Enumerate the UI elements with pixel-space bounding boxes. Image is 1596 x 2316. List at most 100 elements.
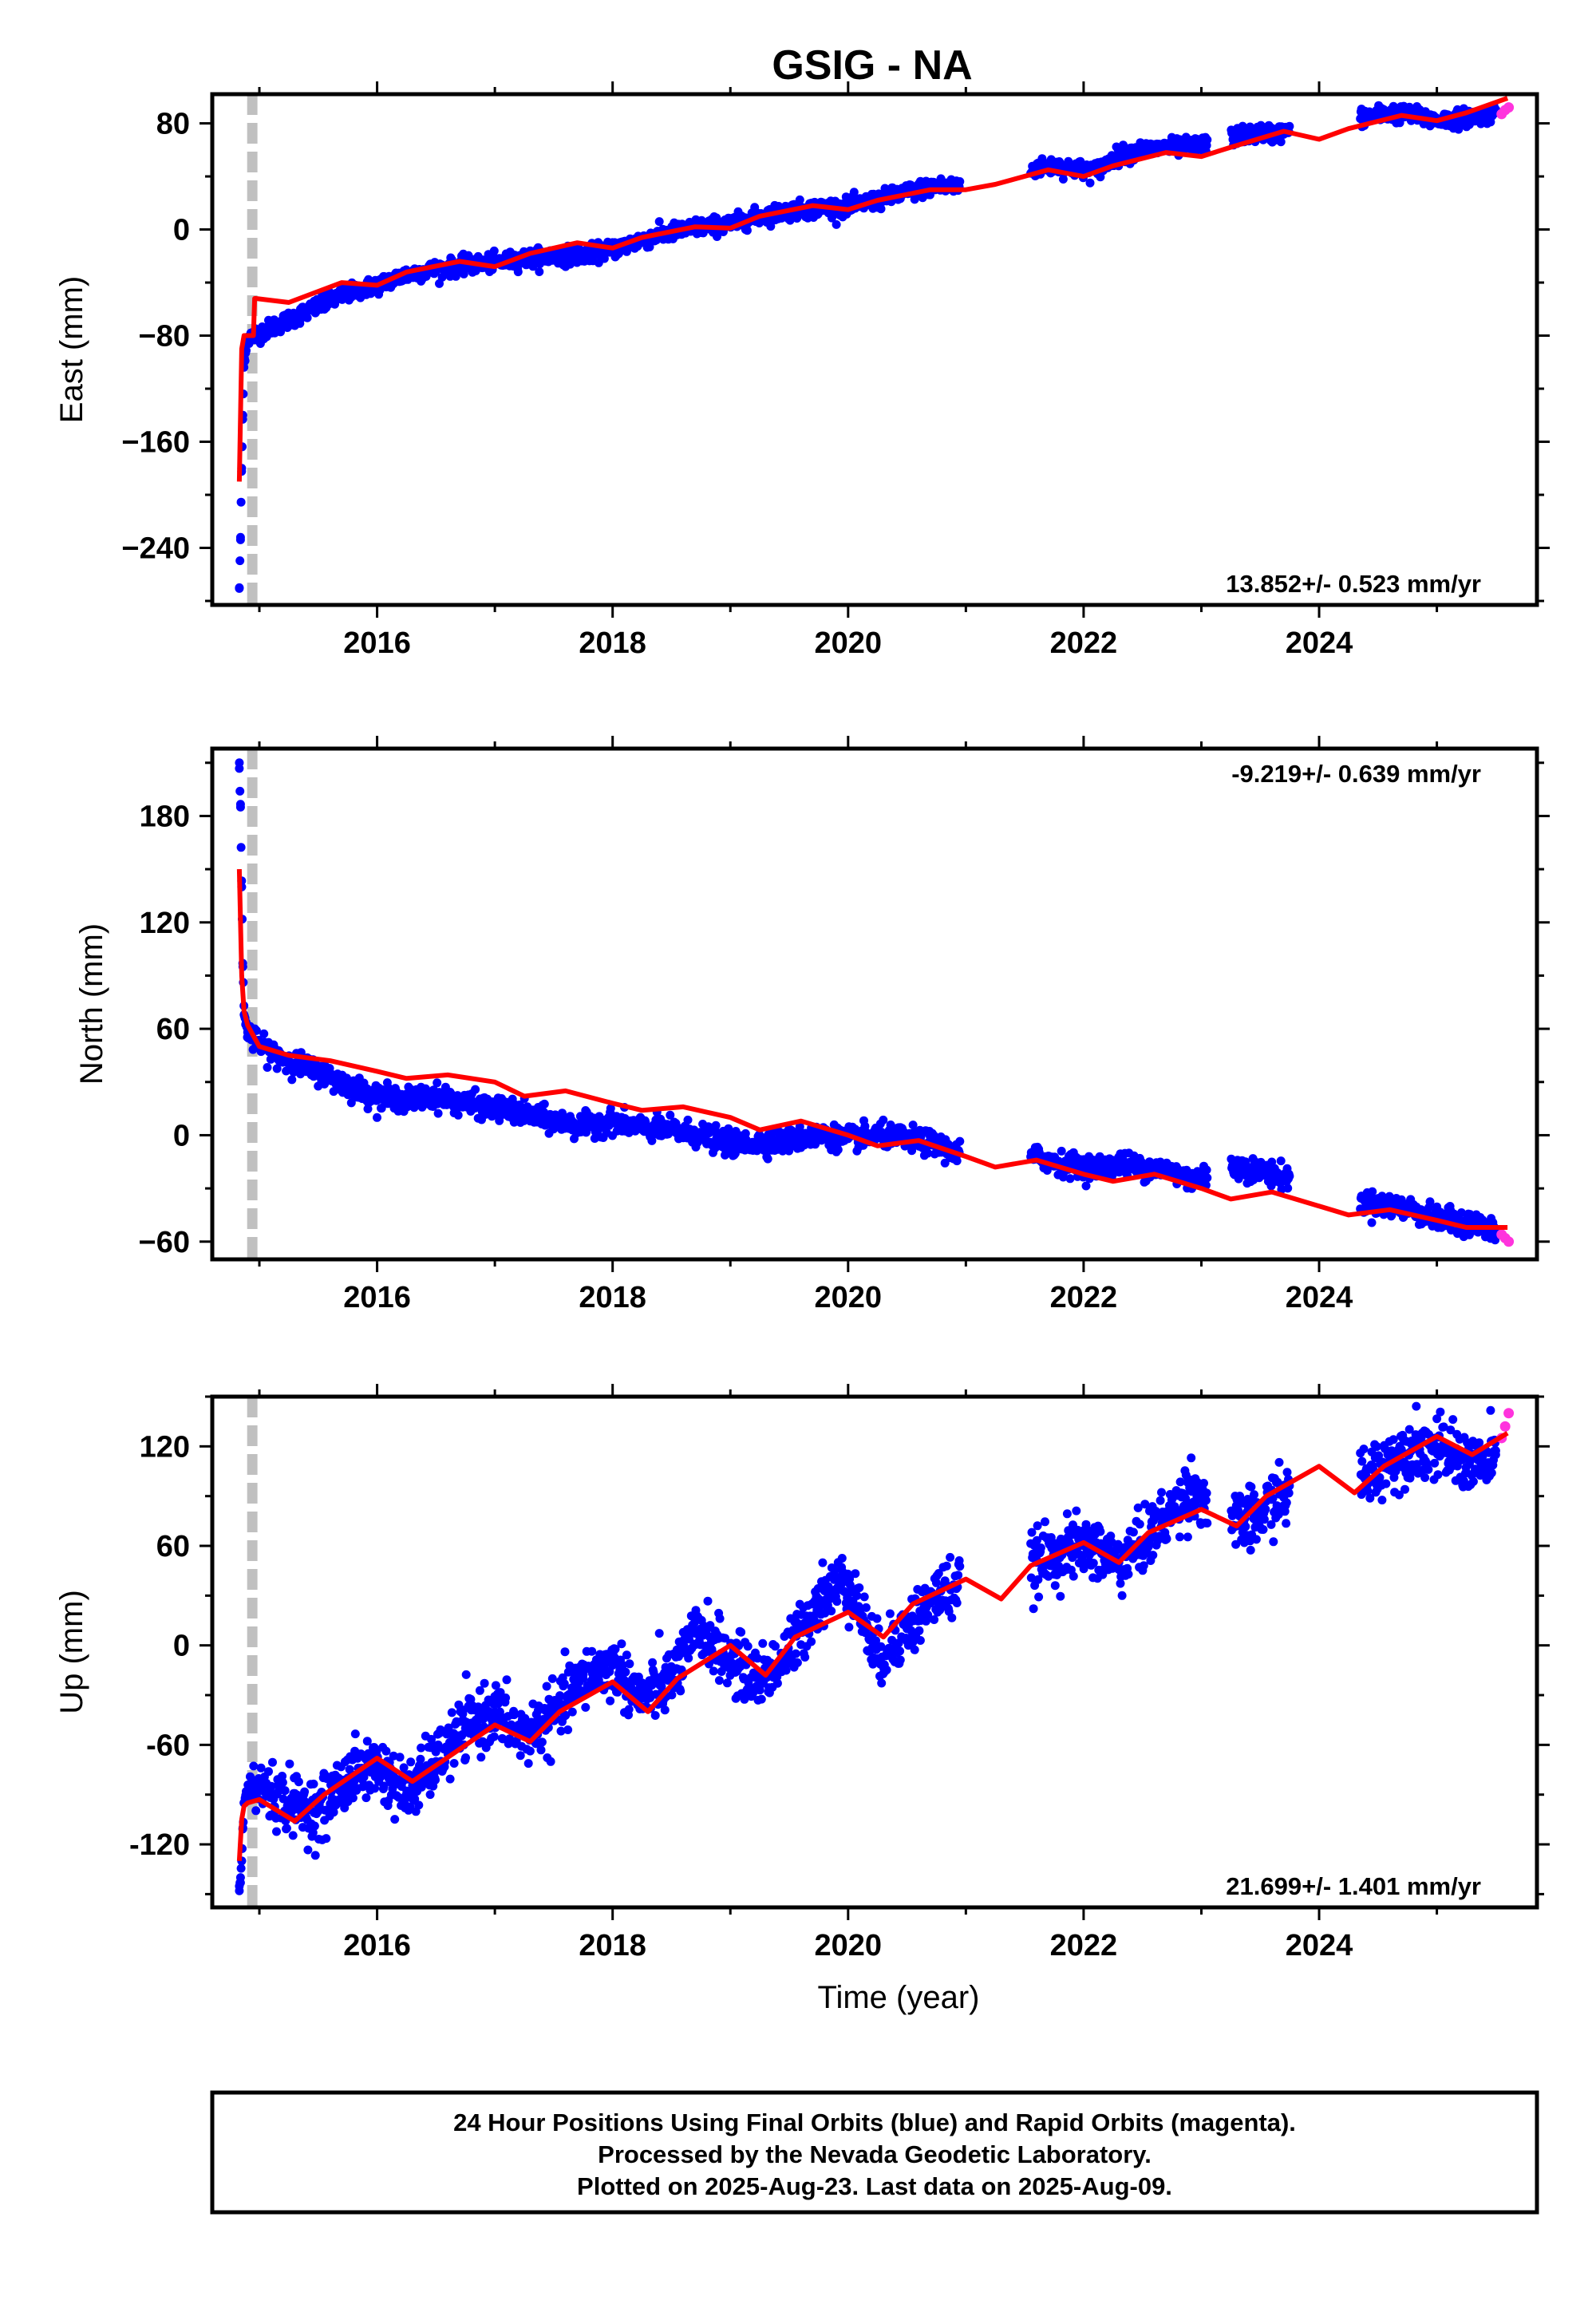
east-final-point: [1079, 165, 1088, 175]
east-rapid-points: [1496, 102, 1515, 120]
east-final-point: [1255, 128, 1265, 137]
up-final-point: [461, 1670, 471, 1679]
north-final-point: [784, 1136, 794, 1145]
up-final-point: [561, 1710, 571, 1720]
north-plot-area: [235, 749, 1515, 1259]
north-final-point: [236, 843, 246, 852]
north-final-point: [666, 1125, 676, 1135]
up-final-point: [381, 1746, 391, 1756]
up-final-point: [703, 1596, 713, 1606]
north-final-point: [683, 1115, 693, 1124]
up-final-point: [709, 1666, 718, 1676]
up-final-point: [425, 1790, 435, 1800]
up-final-point: [715, 1614, 725, 1623]
up-final-point: [300, 1787, 310, 1796]
north-final-point: [879, 1115, 888, 1124]
north-final-point: [1167, 1166, 1177, 1176]
north-final-point: [329, 1087, 338, 1097]
north-final-point: [1114, 1159, 1124, 1168]
east-x-tick-label: 2020: [815, 626, 883, 660]
east-x-tick-label: 2018: [579, 626, 646, 660]
east-final-point: [1114, 150, 1124, 160]
east-final-point: [489, 246, 499, 255]
up-final-point: [348, 1793, 358, 1803]
up-final-point: [491, 1681, 500, 1690]
north-final-point: [1232, 1162, 1242, 1172]
up-final-point: [555, 1691, 565, 1701]
up-final-point: [447, 1708, 456, 1717]
east-rapid-point: [1503, 102, 1515, 113]
north-ticks: [200, 736, 1550, 1272]
up-final-point: [625, 1659, 634, 1669]
up-final-point: [280, 1786, 290, 1796]
north-final-point: [373, 1113, 381, 1122]
north-final-point: [1255, 1166, 1265, 1176]
north-final-point: [1138, 1162, 1148, 1172]
up-final-point: [329, 1808, 338, 1817]
up-final-point: [350, 1729, 360, 1739]
east-final-point: [236, 497, 246, 507]
north-final-point: [1283, 1184, 1293, 1193]
north-final-point: [784, 1146, 794, 1156]
up-final-point: [516, 1751, 525, 1761]
up-final-point: [309, 1779, 318, 1788]
up-final-point: [559, 1679, 569, 1689]
up-final-point: [758, 1638, 768, 1648]
up-final-point: [322, 1834, 331, 1844]
up-final-point: [370, 1784, 380, 1793]
east-y-tick-label: −160: [121, 426, 190, 460]
east-final-point: [1285, 121, 1294, 131]
north-final-point: [519, 1109, 529, 1119]
east-final-point: [1049, 161, 1059, 171]
up-final-point: [560, 1647, 570, 1657]
up-final-point: [684, 1654, 693, 1663]
up-final-point: [587, 1646, 597, 1656]
east-final-point: [235, 556, 245, 566]
up-final-point: [236, 1863, 246, 1873]
up-final-point: [308, 1828, 318, 1837]
up-final-point: [705, 1621, 715, 1630]
up-final-point: [267, 1781, 276, 1791]
north-x-tick-label: 2016: [343, 1281, 411, 1314]
north-x-tick-label: 2020: [815, 1281, 883, 1314]
north-final-point: [666, 1110, 675, 1120]
east-final-point: [910, 195, 919, 204]
up-final-point: [523, 1759, 533, 1769]
up-final-point: [547, 1674, 557, 1683]
north-final-point: [259, 1029, 269, 1038]
east-final-point: [955, 177, 965, 186]
north-rapid-point: [1503, 1236, 1515, 1247]
up-final-point: [556, 1726, 566, 1736]
east-final-point: [255, 328, 264, 338]
up-final-point: [361, 1793, 371, 1803]
up-final-point: [660, 1705, 670, 1715]
up-final-point: [449, 1759, 459, 1768]
north-final-point: [755, 1137, 764, 1147]
up-final-point: [431, 1775, 440, 1784]
north-y-tick-label: 180: [140, 800, 190, 833]
north-y-tick-label: 0: [173, 1119, 190, 1152]
up-final-point: [268, 1757, 277, 1767]
up-final-point: [480, 1678, 489, 1688]
up-final-point: [654, 1629, 664, 1638]
up-final-point: [537, 1737, 547, 1747]
up-final-point: [461, 1753, 470, 1762]
up-final-point: [445, 1774, 455, 1784]
north-final-point: [1057, 1146, 1066, 1156]
north-y-tick-label: 120: [140, 907, 190, 940]
up-final-point: [546, 1757, 555, 1766]
east-final-point: [654, 217, 664, 227]
up-final-point: [542, 1682, 551, 1691]
north-x-tick-label: 2018: [579, 1281, 646, 1314]
east-final-point: [1185, 142, 1195, 152]
east-ticks: [200, 81, 1550, 618]
up-final-point: [390, 1815, 400, 1824]
up-final-point: [285, 1759, 294, 1769]
up-final-point: [362, 1737, 372, 1746]
north-final-point: [235, 758, 244, 768]
east-x-tick-label: 2022: [1050, 626, 1118, 660]
north-final-point: [763, 1154, 772, 1164]
north-final-point: [1276, 1156, 1286, 1166]
